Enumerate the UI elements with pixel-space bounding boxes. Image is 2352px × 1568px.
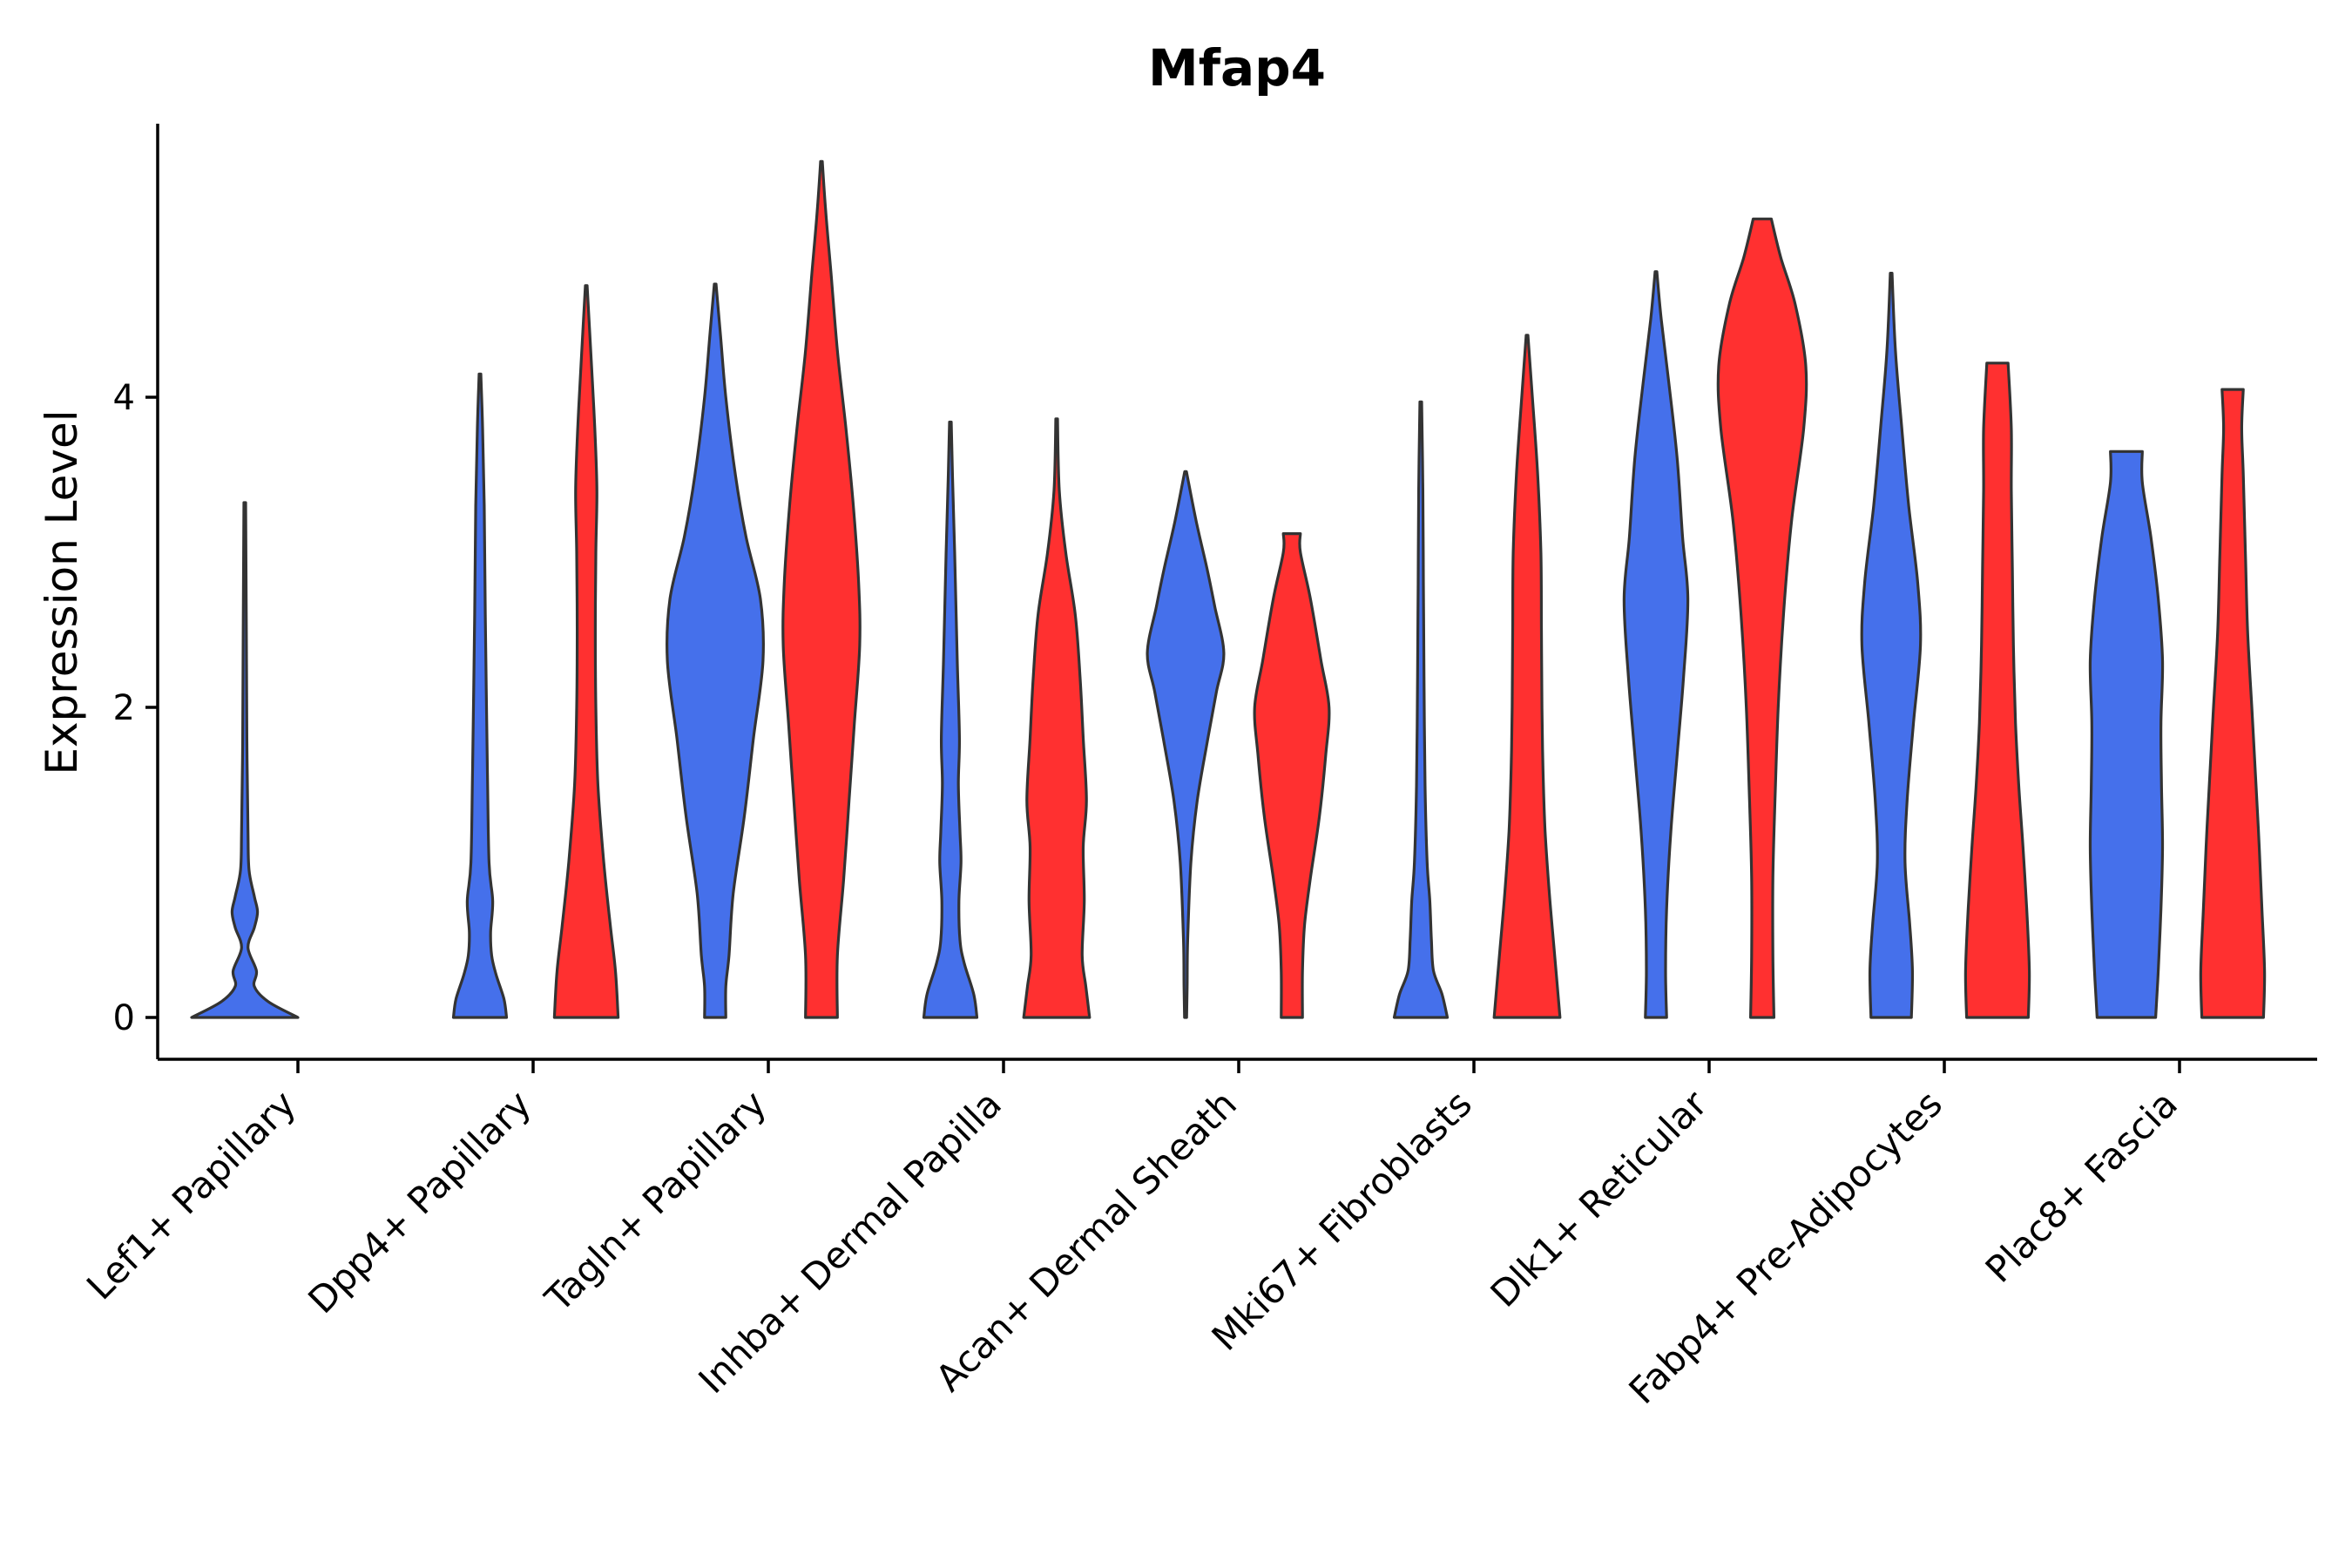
x-category-label: Plac8+ Fascia	[1977, 1082, 2186, 1290]
violin-group_b-1	[552, 284, 620, 1019]
violin-group_b-6	[1716, 217, 1808, 1019]
violin-group_a-0	[190, 501, 300, 1019]
x-category-label: Mki67+ Fibroblasts	[1204, 1082, 1480, 1358]
violin-group_b-5	[1492, 334, 1562, 1019]
violin-group_a-1	[451, 372, 509, 1019]
violin-group_b-7	[1963, 362, 2031, 1019]
violin-group_b-2	[781, 159, 862, 1019]
y-tick-label-0: 0	[113, 998, 135, 1038]
y-ticks: 0 2 4	[113, 378, 158, 1038]
chart-title: Mfap4	[1148, 38, 1326, 98]
y-tick-label-2: 2	[113, 688, 135, 728]
violin-group_b-8	[2199, 388, 2267, 1019]
violin-group_a-7	[1860, 272, 1923, 1019]
violin-group_a-6	[1622, 270, 1690, 1019]
x-category-label: Lef1+ Papillary	[78, 1082, 304, 1308]
violin-group_b-3	[1022, 417, 1092, 1019]
violin-group_a-2	[665, 282, 766, 1019]
x-category-label: Dlk1+ Reticular	[1483, 1082, 1716, 1315]
violin-group_a-5	[1392, 400, 1450, 1019]
violin-group_a-4	[1146, 470, 1226, 1019]
violins-layer	[190, 159, 2267, 1019]
y-tick-label-4: 4	[113, 378, 135, 418]
violin-group_b-4	[1253, 532, 1331, 1019]
x-category-label: Dpp4+ Papillary	[300, 1082, 539, 1321]
y-axis-label: Expression Level	[37, 409, 87, 774]
violin-group_a-3	[922, 420, 979, 1019]
violin-group_a-8	[2088, 449, 2165, 1019]
x-category-label: Tagln+ Papillary	[537, 1082, 774, 1320]
